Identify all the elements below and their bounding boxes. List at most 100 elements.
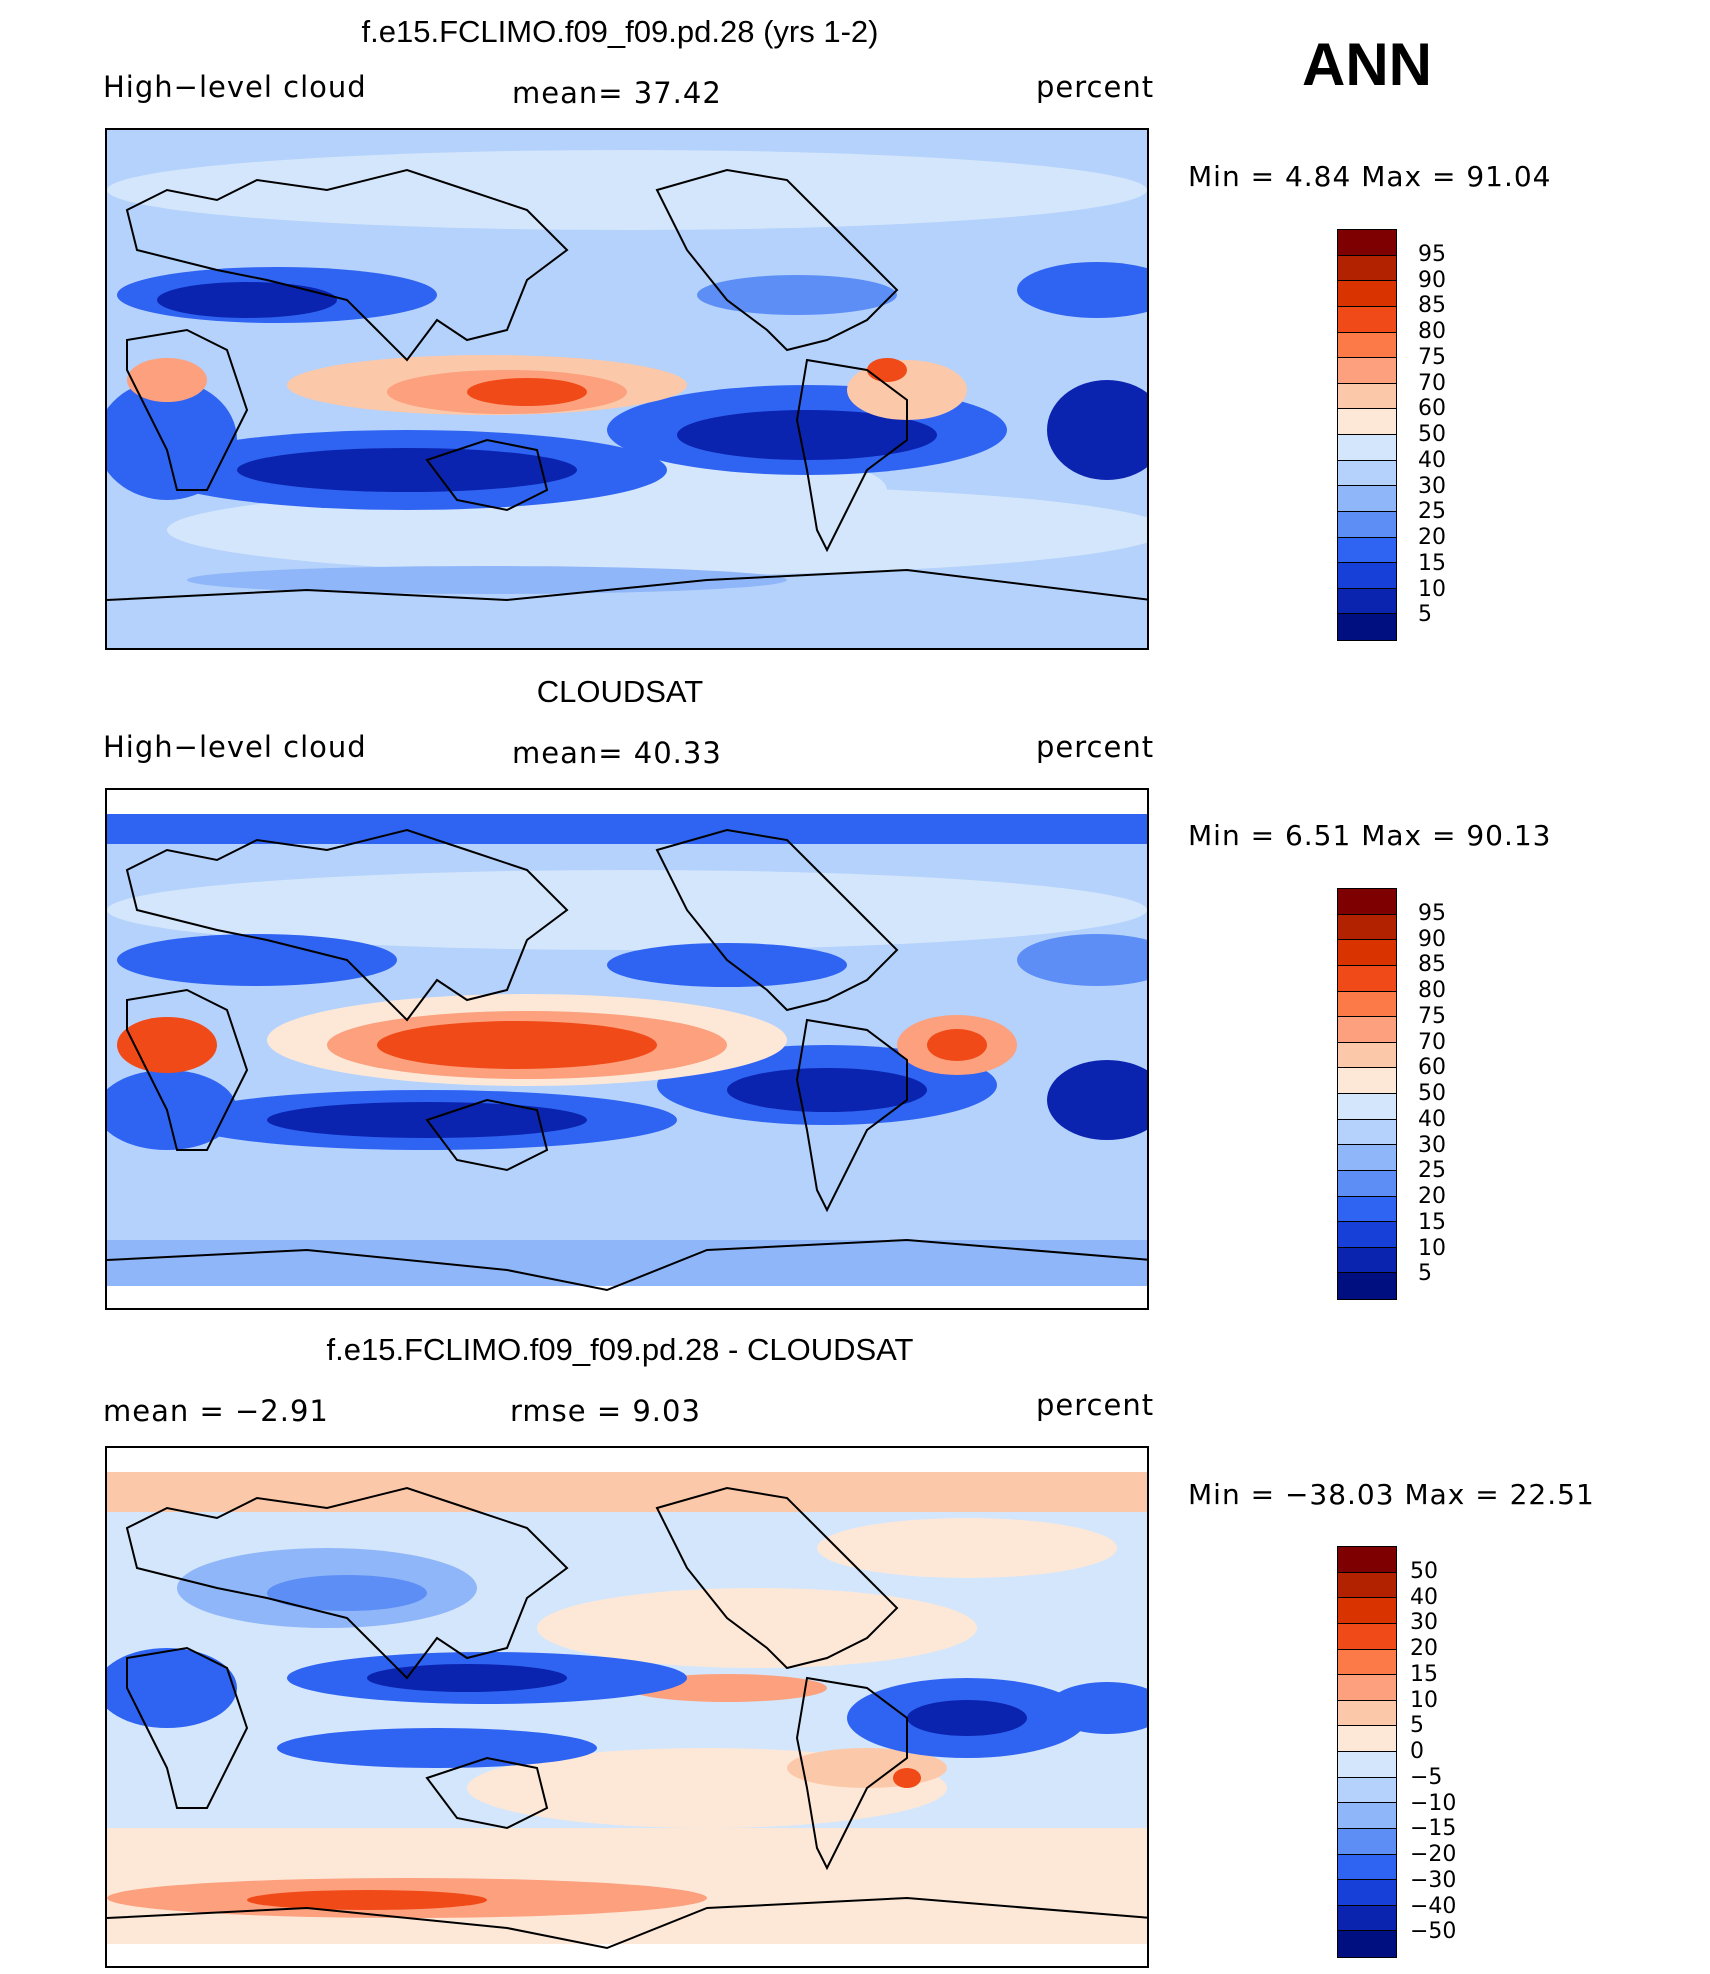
panel-3-coastline [425,1756,549,1830]
colorbar-swatch [1338,1675,1396,1701]
panel-1-cloud-region [237,448,577,492]
panel-2-coastline [655,828,899,1012]
panel-1-map [105,128,1149,650]
panel-2-units-label: percent [1036,730,1155,764]
colorbar-swatch [1338,1649,1396,1676]
panel-1-cloud-region [107,380,237,500]
colorbar-tick-label: −15 [1410,1816,1457,1842]
panel-3-diff-region [537,1588,977,1668]
colorbar-tick-label: 20 [1418,525,1446,550]
colorbar-tick-label: 80 [1418,319,1446,344]
colorbar-swatch [1338,1623,1396,1650]
colorbar-tick-label: 50 [1410,1558,1438,1584]
colorbar-swatch [1338,1119,1396,1146]
colorbar-tick-label: 95 [1418,900,1446,926]
colorbar-tick-label: 5 [1410,1713,1424,1739]
colorbar-swatch [1338,537,1396,564]
colorbar-swatch [1338,1880,1396,1906]
colorbar-swatch [1338,1905,1396,1932]
colorbar-swatch [1338,1273,1396,1299]
panel-2-mean-label: mean= 40.33 [512,736,722,770]
panel-2-cloud-region [607,943,847,987]
colorbar-tick-label: 60 [1418,1055,1446,1081]
panel-2-cloud-region [1017,934,1147,986]
panel-2-coastline [126,988,249,1151]
colorbar-swatch [1338,1017,1396,1043]
colorbar-swatch [1338,1042,1396,1069]
colorbar-tick-label: 75 [1418,1003,1446,1029]
panel-3-min-max: Min = −38.03 Max = 22.51 [1188,1478,1595,1511]
panel-1-cloud-region [107,150,1147,230]
panel-1-coastline [425,438,549,512]
panel-2-min-max: Min = 6.51 Max = 90.13 [1188,819,1552,852]
colorbar-tick-label: 20 [1418,1184,1446,1209]
colorbar-tick-label: 70 [1418,1029,1446,1055]
panel-1-coastline [655,168,899,352]
panel-3-colorbar [1337,1546,1397,1958]
colorbar-swatch [1338,383,1396,410]
panel-1-coastline [126,328,249,491]
colorbar-swatch [1338,358,1396,384]
panel-2-cloud-region [377,1021,657,1069]
colorbar-swatch [1338,889,1396,915]
colorbar-swatch [1338,940,1396,966]
panel-3-coastline [655,1486,899,1670]
colorbar-swatch [1338,1752,1396,1778]
panel-1-cloud-region [867,358,907,382]
colorbar-swatch [1338,1828,1396,1855]
colorbar-tick-label: 90 [1418,926,1446,952]
panel-2-coastline [125,828,569,1022]
colorbar-swatch [1338,1726,1396,1752]
season-label: ANN [1302,31,1432,98]
colorbar-swatch [1338,1068,1396,1094]
panel-2-cloud-region [117,1017,217,1073]
colorbar-swatch [1338,230,1396,256]
colorbar-swatch [1338,409,1396,435]
colorbar-tick-label: 0 [1410,1739,1424,1764]
panel-3-units-label: percent [1036,1388,1155,1422]
colorbar-tick-label: 20 [1410,1636,1438,1661]
panel-1-cloud-region [697,275,897,315]
panel-2-cloud-region [727,1068,927,1112]
colorbar-tick-label: 60 [1418,396,1446,422]
colorbar-swatch [1338,1247,1396,1274]
panel-3-diff-region [277,1728,597,1768]
panel-1-colorbar [1337,229,1397,641]
panel-3-title: f.e15.FCLIMO.f09_f09.pd.28 - CLOUDSAT [326,1332,914,1367]
colorbar-tick-label: 25 [1418,499,1446,525]
colorbar-swatch [1338,1931,1396,1957]
colorbar-tick-label: 80 [1418,978,1446,1003]
panel-3-coastline [107,1896,1147,1950]
colorbar-swatch [1338,435,1396,461]
colorbar-swatch [1338,486,1396,512]
panel-3-rmse-label: rmse = 9.03 [510,1394,701,1428]
panel-3-coastline [795,1676,908,1871]
panel-1-coastline [107,568,1147,602]
colorbar-swatch [1338,1170,1396,1197]
colorbar-tick-label: 10 [1418,1235,1446,1261]
panel-2-cloud-region [107,1070,237,1150]
colorbar-tick-label: 40 [1418,447,1446,473]
panel-3-diff-region [367,1664,567,1692]
colorbar-swatch [1338,1196,1396,1223]
colorbar-swatch [1338,563,1396,589]
colorbar-swatch [1338,1547,1396,1573]
panel-2-coastline [107,1238,1147,1292]
panel-2-cloud-region [927,1029,987,1061]
colorbar-swatch [1338,614,1396,640]
colorbar-tick-label: 10 [1418,576,1446,602]
colorbar-tick-label: −20 [1410,1842,1457,1867]
panel-1-coastline [795,358,908,553]
colorbar-swatch [1338,1854,1396,1881]
colorbar-tick-label: 95 [1418,241,1446,267]
colorbar-swatch [1338,1700,1396,1727]
panel-1-variable-label: High−level cloud [103,70,367,104]
colorbar-tick-label: 50 [1418,1081,1446,1106]
panel-1-coastline [125,168,569,362]
colorbar-tick-label: 40 [1418,1106,1446,1132]
colorbar-swatch [1338,1222,1396,1248]
panel-2-coastline [795,1018,908,1213]
panel-2-coastline [425,1098,549,1172]
colorbar-tick-label: 70 [1418,370,1446,396]
colorbar-tick-label: 30 [1410,1610,1438,1636]
